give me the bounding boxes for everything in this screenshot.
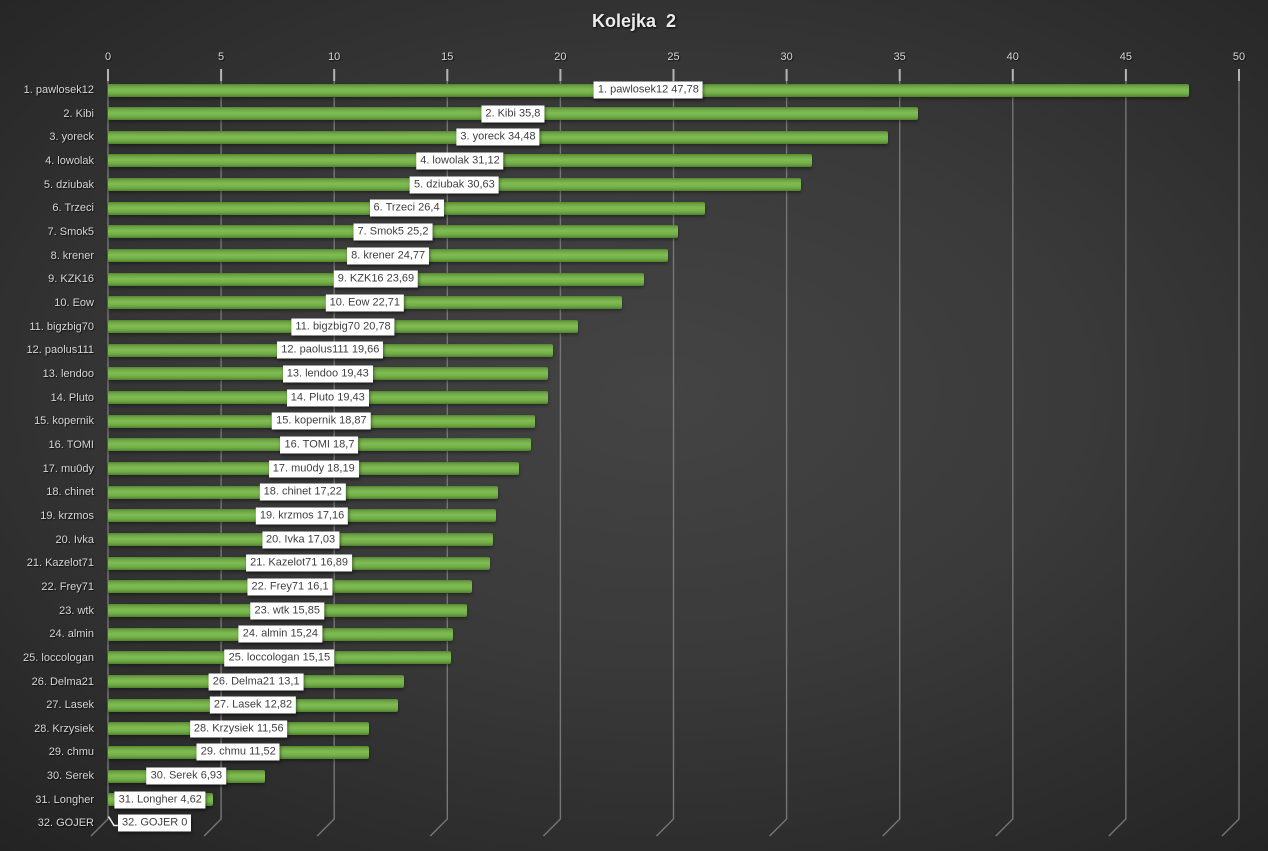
x-axis-tick-label: 35 [893, 51, 906, 63]
gridline [769, 70, 788, 837]
category-label: 2. Kibi [63, 107, 94, 120]
bar-data-label: 8. krener 24,77 [347, 247, 430, 265]
category-label: 19. krzmos [40, 509, 94, 522]
category-label: 8. krener [50, 249, 94, 262]
category-label: 15. kopernik [34, 415, 94, 428]
gridline [882, 70, 901, 837]
bar-data-label: 11. bigzbig70 20,78 [291, 318, 395, 336]
bar-data-label: 2. Kibi 35,8 [481, 105, 545, 123]
bar-data-label: 22. Frey71 16,1 [247, 578, 333, 596]
bar-data-label: 16. TOMI 18,7 [280, 436, 359, 454]
bar-data-label: 18. chinet 17,22 [259, 483, 346, 501]
category-label: 14. Pluto [50, 391, 94, 404]
gridline [1221, 70, 1240, 837]
category-label: 10. Eow [54, 296, 94, 309]
bar-data-label: 17. mu0dy 18,19 [268, 460, 359, 478]
category-label: 17. mu0dy [42, 462, 94, 475]
gridline [90, 70, 109, 837]
x-axis-tick-label: 0 [104, 51, 112, 63]
data-label-leader-line [107, 816, 118, 827]
bar-data-label: 19. krzmos 17,16 [255, 507, 349, 525]
category-label: 28. Krzysiek [34, 722, 94, 735]
category-label: 3. yoreck [49, 131, 94, 144]
gridline [995, 70, 1014, 837]
bar-data-label: 14. Pluto 19,43 [286, 389, 369, 407]
bar-data-label: 7. Smok5 25,2 [353, 223, 433, 241]
category-label: 12. paolus111 [26, 344, 94, 357]
bar-data-label: 13. lendoo 19,43 [282, 365, 373, 383]
bar-data-label: 10. Eow 22,71 [325, 294, 405, 312]
gridline [1108, 70, 1127, 837]
bar-data-label: 4. lowolak 31,12 [416, 152, 504, 170]
category-label: 1. pawlosek12 [23, 84, 94, 96]
x-axis-tick-label: 30 [780, 51, 793, 63]
x-axis-tick-label: 40 [1006, 51, 1019, 63]
gridline [542, 70, 562, 837]
gridline [429, 70, 448, 837]
bar-data-label: 31. Longher 4,62 [114, 791, 206, 809]
category-label: 27. Lasek [46, 699, 94, 712]
category-label: 20. Ivka [55, 533, 94, 546]
bar-data-label: 30. Serek 6,93 [146, 767, 227, 785]
category-label: 9. KZK16 [48, 273, 94, 286]
category-label: 23. wtk [59, 604, 94, 617]
bar-data-label: 20. Ivka 17,03 [262, 531, 340, 549]
category-label: 31. Longher [35, 793, 94, 806]
category-label: 32. GOJER [37, 817, 94, 830]
category-label: 6. Trzeci [52, 202, 94, 215]
bar-data-label: 24. almin 15,24 [238, 625, 322, 643]
category-label: 24. almin [49, 628, 94, 641]
bar-data-label: 1. pawlosek12 47,78 [593, 81, 703, 99]
x-axis-tick-label: 15 [441, 51, 454, 63]
bar-data-label: 27. Lasek 12,82 [209, 696, 297, 714]
bar-data-label: 15. kopernik 18,87 [272, 412, 371, 430]
category-label: 25. loccologan [23, 651, 94, 664]
bar-data-label: 25. loccologan 15,15 [224, 649, 335, 667]
bar-data-label: 12. paolus111 19,66 [277, 341, 384, 359]
category-label: 29. chmu [48, 746, 94, 759]
x-axis-tick-label: 45 [1119, 51, 1133, 63]
bar-data-label: 23. wtk 15,85 [250, 602, 324, 620]
bar-data-label: 21. Kazelot71 16,89 [246, 554, 352, 572]
category-label: 4. lowolak [45, 154, 94, 167]
category-label: 30. Serek [46, 770, 94, 783]
category-label: 13. lendoo [42, 367, 94, 380]
bar-data-label: 28. Krzysiek 11,56 [189, 720, 288, 738]
bar-data-label: 6. Trzeci 26,4 [369, 199, 444, 217]
category-label: 18. chinet [46, 486, 94, 499]
gridline [203, 70, 222, 837]
category-label: 21. Kazelot71 [26, 557, 94, 570]
category-label: 11. bigzbig70 [29, 320, 94, 333]
bar-data-label: 29. chmu 11,52 [196, 743, 280, 761]
category-label: 16. TOMI [48, 438, 94, 451]
category-label: 5. dziubak [43, 178, 94, 191]
x-axis-tick-label: 50 [1232, 51, 1246, 63]
bar-data-label: 32. GOJER 0 [118, 814, 192, 832]
x-axis-tick-label: 5 [218, 51, 225, 63]
category-label: 26. Delma21 [31, 675, 94, 688]
bar-data-label: 3. yoreck 34,48 [456, 128, 540, 146]
chart-title: Kolejka 2 [591, 11, 677, 31]
x-axis-tick-label: 10 [328, 51, 341, 63]
bar-data-label: 26. Delma21 13,1 [208, 673, 304, 690]
x-axis-tick-label: 20 [554, 51, 567, 63]
gridline [656, 70, 675, 837]
bar-data-label: 9. KZK16 23,69 [333, 270, 419, 288]
bar-data-label: 5. dziubak 30,63 [410, 176, 499, 194]
category-label: 22. Frey71 [41, 580, 94, 593]
category-label: 7. Smok5 [47, 225, 94, 238]
x-axis-tick-label: 25 [667, 51, 680, 63]
